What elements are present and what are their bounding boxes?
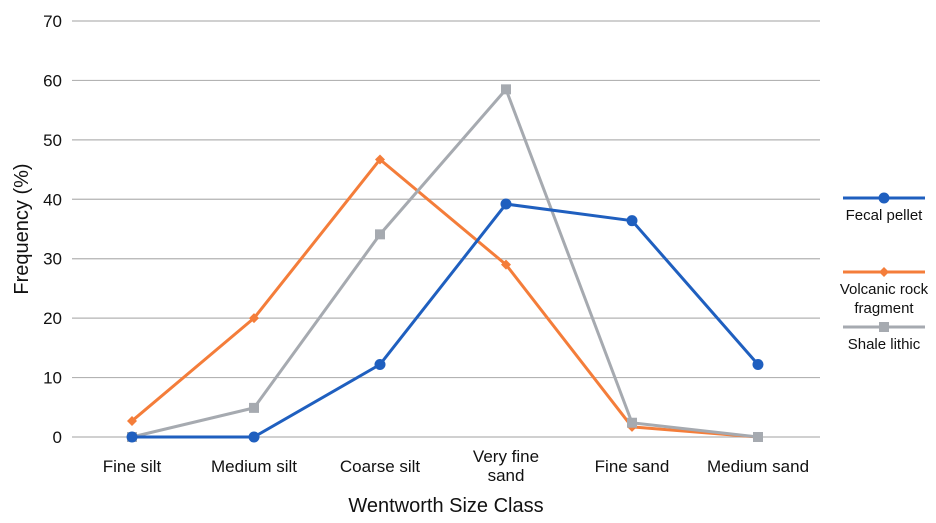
- data-point: [249, 402, 259, 413]
- y-tick-label: 20: [43, 309, 62, 328]
- legend-label: Fecal pellet: [846, 207, 924, 224]
- x-tick-label: Medium sand: [707, 457, 809, 476]
- data-point: [249, 313, 259, 324]
- data-point: [752, 358, 764, 370]
- data-point: [501, 84, 511, 95]
- series-volcanic-rock-fragment: [127, 154, 763, 442]
- x-tick-label: Fine silt: [103, 457, 162, 476]
- data-point: [500, 198, 512, 210]
- legend-item: Volcanic rock fragment: [840, 267, 929, 317]
- x-tick-label: Coarse silt: [340, 457, 421, 476]
- data-point: [248, 431, 260, 443]
- legend-label: Shale lithic: [848, 336, 921, 353]
- y-tick-label: 0: [53, 428, 62, 447]
- legend-item: Fecal pellet: [843, 192, 925, 224]
- x-tick-label: Medium silt: [211, 457, 297, 476]
- y-tick-label: 70: [43, 12, 62, 31]
- data-point: [375, 154, 385, 165]
- legend-marker: [878, 192, 890, 204]
- legend-marker: [879, 267, 889, 277]
- data-point: [753, 432, 763, 442]
- series-line: [131, 157, 759, 439]
- data-point: [126, 431, 138, 443]
- series-group: [126, 84, 764, 443]
- legend-item: Shale lithic: [843, 322, 925, 353]
- y-tick-labels: 0 10 20 30 40 50 60 70: [43, 12, 62, 447]
- data-point: [626, 215, 638, 227]
- data-point: [627, 417, 637, 428]
- series-line: [132, 202, 760, 439]
- legend: Fecal pellet Volcanic rock fragment Shale l…: [840, 192, 929, 353]
- legend-marker: [879, 322, 889, 332]
- y-tick-label: 30: [43, 250, 62, 269]
- data-point: [375, 229, 385, 240]
- legend-label: Volcanic rock fragment: [840, 281, 929, 317]
- x-axis-title: Wentworth Size Class: [348, 495, 543, 517]
- x-tick-labels: Fine silt Medium silt Coarse silt Very fine…: [103, 447, 809, 485]
- data-point: [374, 358, 386, 370]
- data-point: [127, 415, 137, 426]
- y-tick-label: 50: [43, 131, 62, 150]
- x-tick-label: Very fine sand: [473, 447, 539, 485]
- x-tick-label: Fine sand: [595, 457, 670, 476]
- y-tick-label: 60: [43, 71, 62, 90]
- y-axis-title: Frequency (%): [11, 163, 33, 294]
- data-point: [501, 259, 511, 270]
- y-tick-label: 40: [43, 190, 62, 209]
- y-tick-label: 10: [43, 369, 62, 388]
- grid-lines: [72, 20, 820, 438]
- series-line: [131, 87, 759, 439]
- series-fecal-pellet: [126, 198, 764, 443]
